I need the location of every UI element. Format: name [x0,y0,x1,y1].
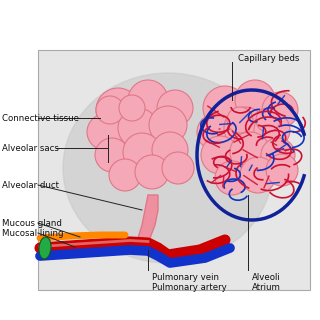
Circle shape [224,107,266,149]
Circle shape [162,152,194,184]
Circle shape [87,114,123,150]
Text: Alveolar duct: Alveolar duct [2,180,59,189]
Text: Alveolar sacs: Alveolar sacs [2,143,59,153]
Circle shape [235,80,275,120]
Ellipse shape [63,73,273,263]
Circle shape [230,132,270,172]
Text: Mucosal lining: Mucosal lining [2,228,63,237]
Circle shape [262,92,298,128]
Circle shape [152,132,188,168]
Polygon shape [133,195,158,248]
Circle shape [227,107,253,133]
Circle shape [201,136,239,174]
Circle shape [215,161,249,195]
Circle shape [96,88,140,132]
FancyBboxPatch shape [38,50,310,290]
Circle shape [135,155,169,189]
Circle shape [128,80,168,120]
Text: Alveoli: Alveoli [252,274,281,283]
Text: Capillary beds: Capillary beds [238,53,300,62]
Circle shape [254,112,290,148]
Text: Connective tissue: Connective tissue [2,114,79,123]
Ellipse shape [39,237,51,259]
Text: Mucous gland: Mucous gland [2,219,62,228]
Circle shape [96,96,124,124]
Circle shape [95,138,129,172]
Text: Atrium: Atrium [252,284,281,292]
Circle shape [240,157,276,193]
Circle shape [266,154,298,186]
Circle shape [119,95,145,121]
Circle shape [203,86,247,130]
Circle shape [118,108,158,148]
Text: Pulmonary vein: Pulmonary vein [152,274,219,283]
Circle shape [197,114,233,150]
Circle shape [256,108,280,132]
Circle shape [123,133,161,171]
Text: Pulmonary artery: Pulmonary artery [152,284,227,292]
Circle shape [109,159,141,191]
Circle shape [149,106,187,144]
Circle shape [261,138,295,172]
Circle shape [157,90,193,126]
